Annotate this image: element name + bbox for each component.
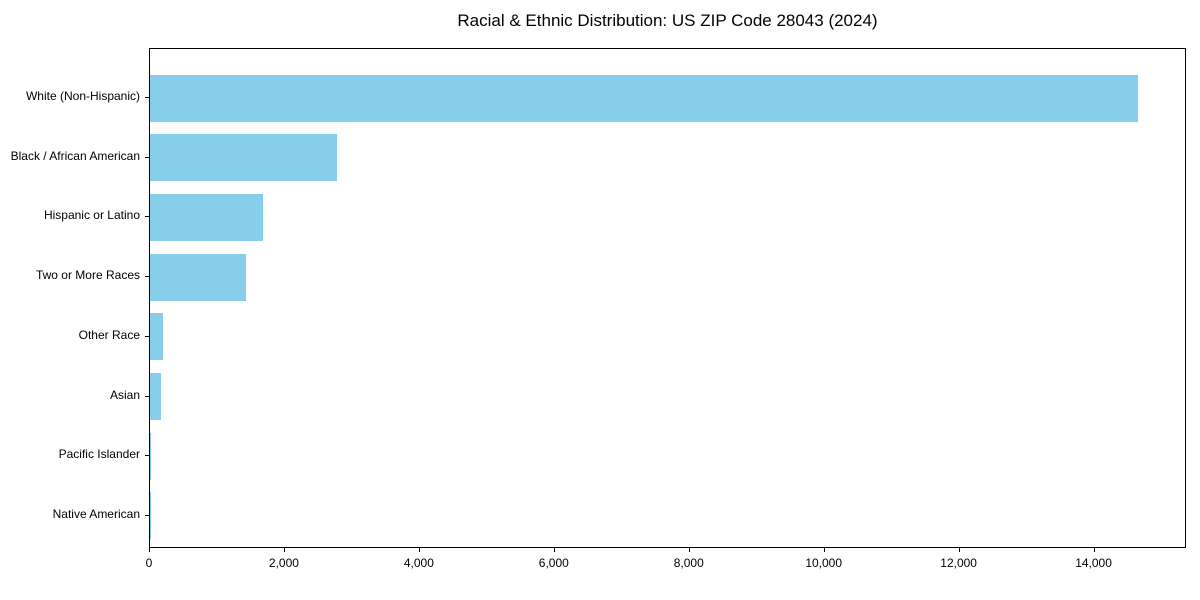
x-axis-tick-mark <box>1093 548 1095 552</box>
plot-area <box>149 48 1186 548</box>
y-axis-category-label: Other Race <box>78 327 140 342</box>
chart-title: Racial & Ethnic Distribution: US ZIP Cod… <box>457 11 878 30</box>
bar-hispanic-or-latino <box>150 193 263 241</box>
bar-white-non-hispanic <box>150 74 1138 122</box>
y-axis-tick-mark <box>145 335 149 337</box>
y-axis-category-label: Native American <box>52 506 140 521</box>
y-axis-category-label: Hispanic or Latino <box>43 208 140 223</box>
y-axis-category-label: White (Non-Hispanic) <box>25 89 140 103</box>
y-axis-tick-mark <box>145 156 149 158</box>
x-axis-tick-mark <box>418 548 420 552</box>
bar-pacific-islander <box>150 432 151 480</box>
bar-asian <box>150 373 162 421</box>
y-axis-tick-mark <box>145 514 149 516</box>
x-axis-tick-mark <box>823 548 825 552</box>
y-axis-tick-mark <box>145 276 149 278</box>
x-axis-tick-label: 6,000 <box>538 556 569 570</box>
y-axis-tick-mark <box>145 455 149 457</box>
x-axis-tick-mark <box>283 548 285 552</box>
bar-black-african-american <box>150 134 337 182</box>
y-axis-tick-mark <box>145 395 149 397</box>
x-axis-tick-label: 10,000 <box>805 556 843 570</box>
x-axis-tick-label: 4,000 <box>403 556 434 570</box>
y-axis-tick-mark <box>145 216 149 218</box>
x-axis-tick-mark <box>958 548 960 552</box>
x-axis-tick-label: 0 <box>145 556 153 570</box>
bar-two-or-more-races <box>150 253 246 301</box>
y-axis-tick-mark <box>145 97 149 98</box>
x-axis-tick-label: 14,000 <box>1075 556 1112 570</box>
x-axis-tick-label: 2,000 <box>268 556 299 570</box>
bar-other-race <box>150 313 164 361</box>
x-axis-tick-mark <box>688 548 690 552</box>
y-axis-category-label: Two or More Races <box>35 268 140 283</box>
y-axis-category-label: Black / African American <box>10 148 140 163</box>
bar-native-american <box>150 492 151 540</box>
y-axis-category-label: Asian <box>109 387 140 402</box>
y-axis-category-label: Pacific Islander <box>58 447 140 462</box>
x-axis-tick-label: 12,000 <box>940 556 977 570</box>
x-axis-tick-mark <box>149 548 150 552</box>
x-axis-tick-label: 8,000 <box>673 556 704 570</box>
x-axis-tick-mark <box>553 548 555 552</box>
